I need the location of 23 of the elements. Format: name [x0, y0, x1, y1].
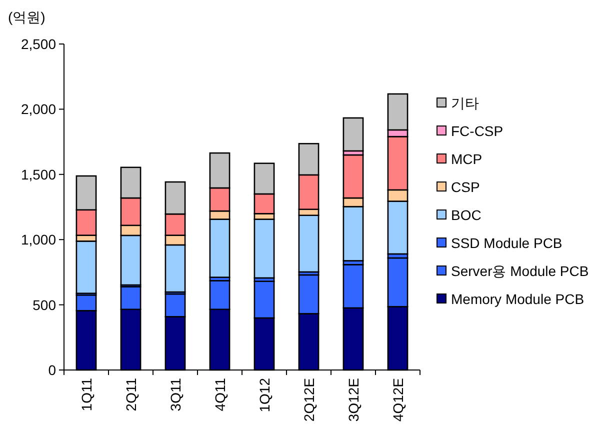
legend-label: MCP [451, 151, 482, 167]
x-tick-label: 2Q11 [122, 378, 139, 412]
x-tick-label: 3Q12E [345, 378, 362, 422]
x-tick-label: 1Q12 [256, 378, 272, 412]
y-axis-title: (억원) [8, 9, 46, 25]
x-tick-label: 3Q11 [167, 378, 184, 412]
x-tick-label: 2Q12E [300, 378, 317, 422]
legend-label: SSD Module PCB [451, 235, 562, 251]
legend-label: FC-CSP [451, 123, 504, 139]
legend-label: Server용 Module PCB [451, 263, 589, 279]
y-tick-label: 0 [48, 362, 56, 378]
legend-label: Memory Module PCB [451, 291, 584, 307]
y-tick-label: 1,500 [20, 166, 56, 182]
x-tick-label: 4Q12E [390, 378, 406, 422]
x-tick-label: 1Q11 [78, 378, 94, 412]
x-tick-label: 4Q11 [212, 378, 228, 412]
legend-label: BOC [451, 207, 482, 223]
legend-label: CSP [451, 179, 480, 195]
y-tick-label: 2,000 [20, 101, 56, 118]
legend-label: 기타 [451, 95, 479, 111]
y-tick-label: 2,500 [20, 36, 56, 52]
y-tick-label: 1,000 [20, 232, 56, 248]
y-tick-label: 500 [32, 296, 56, 313]
